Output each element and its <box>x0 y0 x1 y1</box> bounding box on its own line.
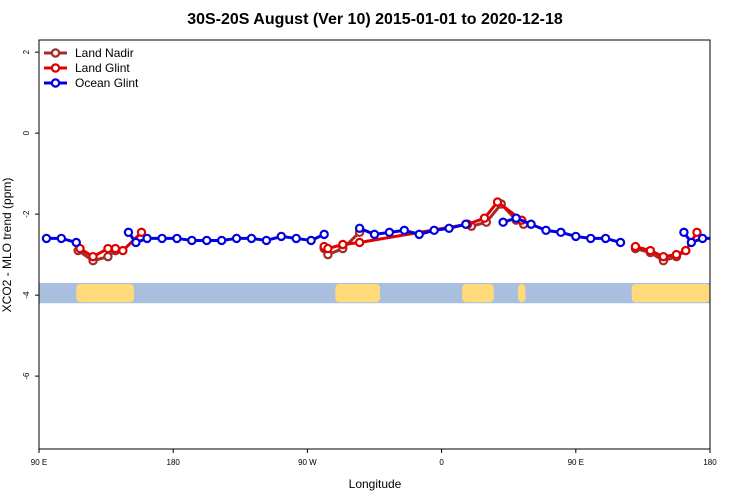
data-point-ocean-glint <box>56 233 67 244</box>
legend-marker <box>50 48 61 58</box>
series-line-ocean-glint <box>682 231 710 244</box>
data-point-land-glint <box>492 197 503 207</box>
chart-title: 30S-20S August (Ver 10) 2015-01-01 to 20… <box>187 11 563 28</box>
x-tick-label: 180 <box>703 458 717 467</box>
data-point-ocean-glint <box>600 233 611 244</box>
data-point-land-glint <box>479 213 490 223</box>
data-point-ocean-glint <box>399 225 410 236</box>
data-point-land-glint <box>692 227 702 238</box>
legend-item-ocean-glint: Ocean Glint <box>44 76 139 90</box>
legend-item-land-glint: Land Glint <box>44 61 130 75</box>
data-point-ocean-glint <box>714 235 721 242</box>
data-point-ocean-glint <box>187 235 197 246</box>
data-point-ocean-glint <box>686 237 697 248</box>
data-point-ocean-glint <box>319 229 329 240</box>
x-axis: 90 E 180 90 W 0 90 E 180 <box>31 449 717 467</box>
x-tick-label: 90 W <box>298 458 317 467</box>
series-ocean-glint <box>41 213 721 248</box>
y-tick-label: 0 <box>22 130 31 135</box>
legend-marker <box>50 63 61 73</box>
series-line-land-glint <box>323 200 523 251</box>
legend-marker <box>50 78 61 88</box>
data-point-ocean-glint <box>71 237 81 248</box>
data-point-ocean-glint <box>615 237 626 248</box>
y-tick-label: -4 <box>22 291 31 299</box>
data-point-ocean-glint <box>556 227 566 238</box>
land-region <box>335 283 381 303</box>
data-point-ocean-glint <box>384 227 395 238</box>
data-point-ocean-glint <box>246 233 257 244</box>
data-point-land-glint <box>88 251 98 262</box>
data-point-land-glint <box>630 241 641 252</box>
y-axis: 2 0 -2 -4 -6 <box>22 49 39 380</box>
data-point-ocean-glint <box>131 237 141 248</box>
y-tick-label: 2 <box>22 49 31 54</box>
land-region <box>631 283 710 303</box>
x-axis-label: Longitude <box>349 477 402 491</box>
data-point-ocean-glint <box>276 231 287 242</box>
y-tick-label: -2 <box>22 210 31 218</box>
data-point-land-glint <box>681 245 691 256</box>
data-point-ocean-glint <box>511 213 521 223</box>
data-point-ocean-glint <box>216 235 227 246</box>
x-tick-label: 180 <box>167 458 181 467</box>
data-point-ocean-glint <box>123 227 134 238</box>
data-point-ocean-glint <box>429 225 439 236</box>
data-point-land-glint <box>118 245 128 256</box>
data-point-ocean-glint <box>498 217 508 227</box>
data-point-land-glint <box>645 245 656 256</box>
data-point-ocean-glint <box>571 231 581 242</box>
data-point-ocean-glint <box>697 233 708 244</box>
data-point-ocean-glint <box>414 229 424 240</box>
x-tick-label: 90 E <box>31 458 47 467</box>
data-point-ocean-glint <box>231 233 242 244</box>
land-region <box>76 283 135 303</box>
data-point-ocean-glint <box>444 223 454 234</box>
land-region <box>518 283 526 303</box>
data-point-land-glint <box>103 243 113 254</box>
y-axis-label: XCO2 - MLO trend (ppm) <box>0 178 14 313</box>
land-region <box>462 283 494 303</box>
data-point-ocean-glint <box>586 233 596 244</box>
data-point-ocean-glint <box>306 235 316 246</box>
data-point-land-glint <box>110 243 121 254</box>
series-layer <box>41 197 721 266</box>
data-point-ocean-glint <box>541 225 551 236</box>
data-point-land-glint <box>354 237 365 248</box>
data-point-land-glint <box>658 251 669 262</box>
map-band <box>39 282 710 304</box>
data-point-land-glint <box>136 227 147 238</box>
data-point-ocean-glint <box>526 219 536 229</box>
data-point-ocean-glint <box>291 233 301 244</box>
data-point-ocean-glint <box>261 235 272 246</box>
data-point-land-glint <box>671 249 682 260</box>
series-line-land-nadir <box>77 249 117 263</box>
data-point-ocean-glint <box>41 233 52 244</box>
data-point-land-nadir <box>103 251 113 262</box>
legend-label: Ocean Glint <box>75 76 139 90</box>
data-point-ocean-glint <box>202 235 212 246</box>
data-point-land-glint <box>323 243 333 254</box>
data-point-ocean-glint <box>369 229 380 240</box>
data-point-land-glint <box>338 239 348 250</box>
legend-item-land-nadir: Land Nadir <box>44 46 134 60</box>
y-tick-label: -6 <box>22 372 31 380</box>
data-point-ocean-glint <box>354 223 365 234</box>
data-point-ocean-glint <box>172 233 182 244</box>
legend-label: Land Glint <box>75 61 130 75</box>
data-point-ocean-glint <box>157 233 167 244</box>
x-tick-label: 0 <box>439 458 444 467</box>
data-point-ocean-glint <box>679 227 689 238</box>
plot-frame <box>38 39 711 450</box>
x-tick-label: 90 E <box>568 458 584 467</box>
data-point-ocean-glint <box>142 233 152 244</box>
legend-label: Land Nadir <box>75 46 134 60</box>
data-point-ocean-glint <box>461 219 471 229</box>
